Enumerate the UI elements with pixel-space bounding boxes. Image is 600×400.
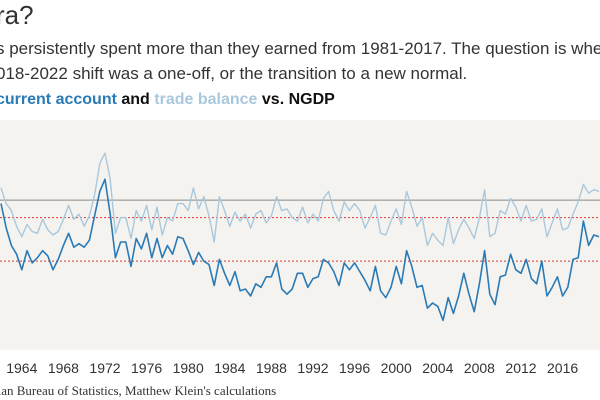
x-tick-label: 2016: [547, 360, 579, 376]
x-axis: 1964 1968 1972 1976 1980 1984 1988 1992 1996 2000…: [0, 350, 600, 376]
chart-subtitle-line-2: 018-2022 shift was a one-off, or the tra…: [0, 64, 468, 83]
plot-background: [0, 120, 600, 350]
series-line-current-account: [0, 178, 600, 322]
x-tick-label: 1964: [6, 360, 38, 376]
x-tick-label: 2008: [463, 360, 495, 376]
chart-plot: [0, 152, 600, 322]
series-line-trade-balance: [0, 152, 600, 247]
source-note: lian Bureau of Statistics, Matthew Klein…: [0, 383, 277, 398]
x-tick-label: 2004: [422, 360, 454, 376]
x-tick-label: 2012: [505, 360, 537, 376]
x-tick-label: 2000: [380, 360, 412, 376]
x-tick-label: 1972: [89, 360, 121, 376]
x-tick-label: 1976: [131, 360, 163, 376]
x-tick-label: 1988: [255, 360, 287, 376]
chart-title: ra?: [0, 0, 34, 30]
x-tick-label: 1968: [47, 360, 79, 376]
x-tick-label: 1980: [172, 360, 204, 376]
chart-subtitle-line-1: s persistently spent more than they earn…: [0, 39, 600, 58]
legend-trade-balance: trade balance: [154, 91, 258, 108]
legend-suffix: vs. NGDP: [261, 91, 335, 108]
x-tick-label: 1992: [297, 360, 329, 376]
x-tick-label: 1996: [339, 360, 371, 376]
legend-joiner: and: [121, 91, 150, 108]
legend-title: current account and trade balance vs. NG…: [0, 90, 335, 110]
x-tick-label: 1984: [214, 360, 246, 376]
legend-current-account: current account: [0, 91, 117, 108]
